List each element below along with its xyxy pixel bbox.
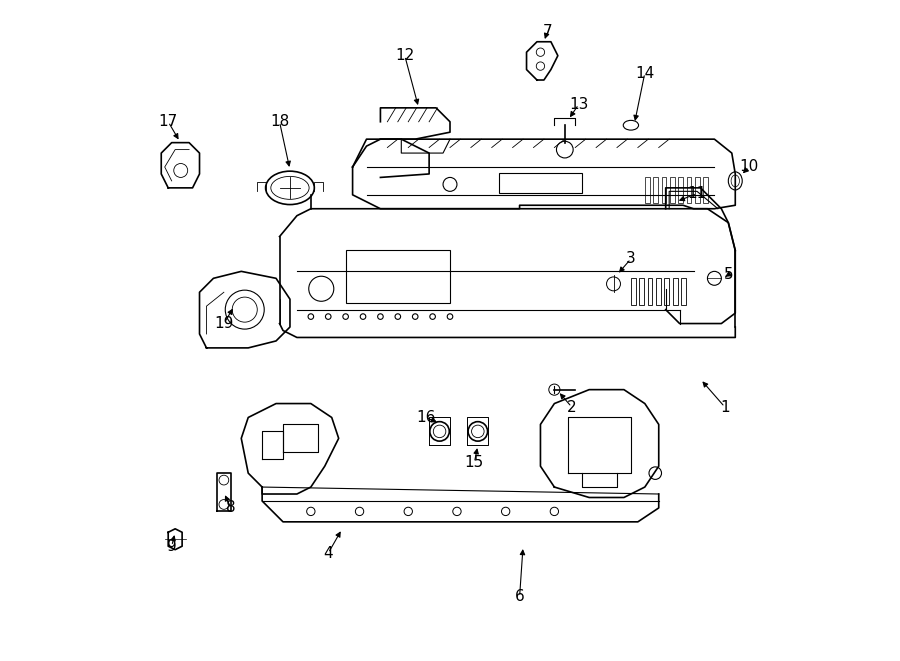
Bar	[670, 176, 675, 203]
Text: 17: 17	[158, 114, 178, 130]
Bar	[662, 176, 666, 203]
Text: 10: 10	[740, 159, 759, 175]
Text: 16: 16	[416, 410, 436, 425]
Bar	[656, 278, 661, 305]
Text: 18: 18	[270, 114, 289, 130]
Bar	[664, 278, 670, 305]
Text: 5: 5	[724, 267, 733, 282]
Text: 13: 13	[569, 97, 589, 112]
Bar	[703, 176, 708, 203]
Text: 19: 19	[214, 316, 234, 331]
Bar	[687, 176, 691, 203]
Bar	[644, 176, 650, 203]
Text: 9: 9	[166, 539, 176, 554]
Text: 2: 2	[567, 399, 577, 414]
Text: 11: 11	[688, 186, 706, 201]
Text: 14: 14	[635, 65, 654, 81]
Bar	[681, 278, 686, 305]
Text: 7: 7	[543, 24, 553, 39]
Bar	[672, 278, 678, 305]
Bar	[631, 278, 635, 305]
Text: 12: 12	[395, 48, 414, 63]
Text: 3: 3	[626, 251, 635, 266]
Bar	[679, 176, 683, 203]
Text: 6: 6	[515, 590, 525, 605]
Text: 8: 8	[226, 500, 236, 516]
Bar	[653, 176, 658, 203]
Text: 15: 15	[464, 455, 484, 470]
Bar	[648, 278, 652, 305]
Text: 1: 1	[720, 399, 730, 414]
Bar	[639, 278, 644, 305]
Text: 4: 4	[323, 545, 333, 561]
Bar	[695, 176, 700, 203]
